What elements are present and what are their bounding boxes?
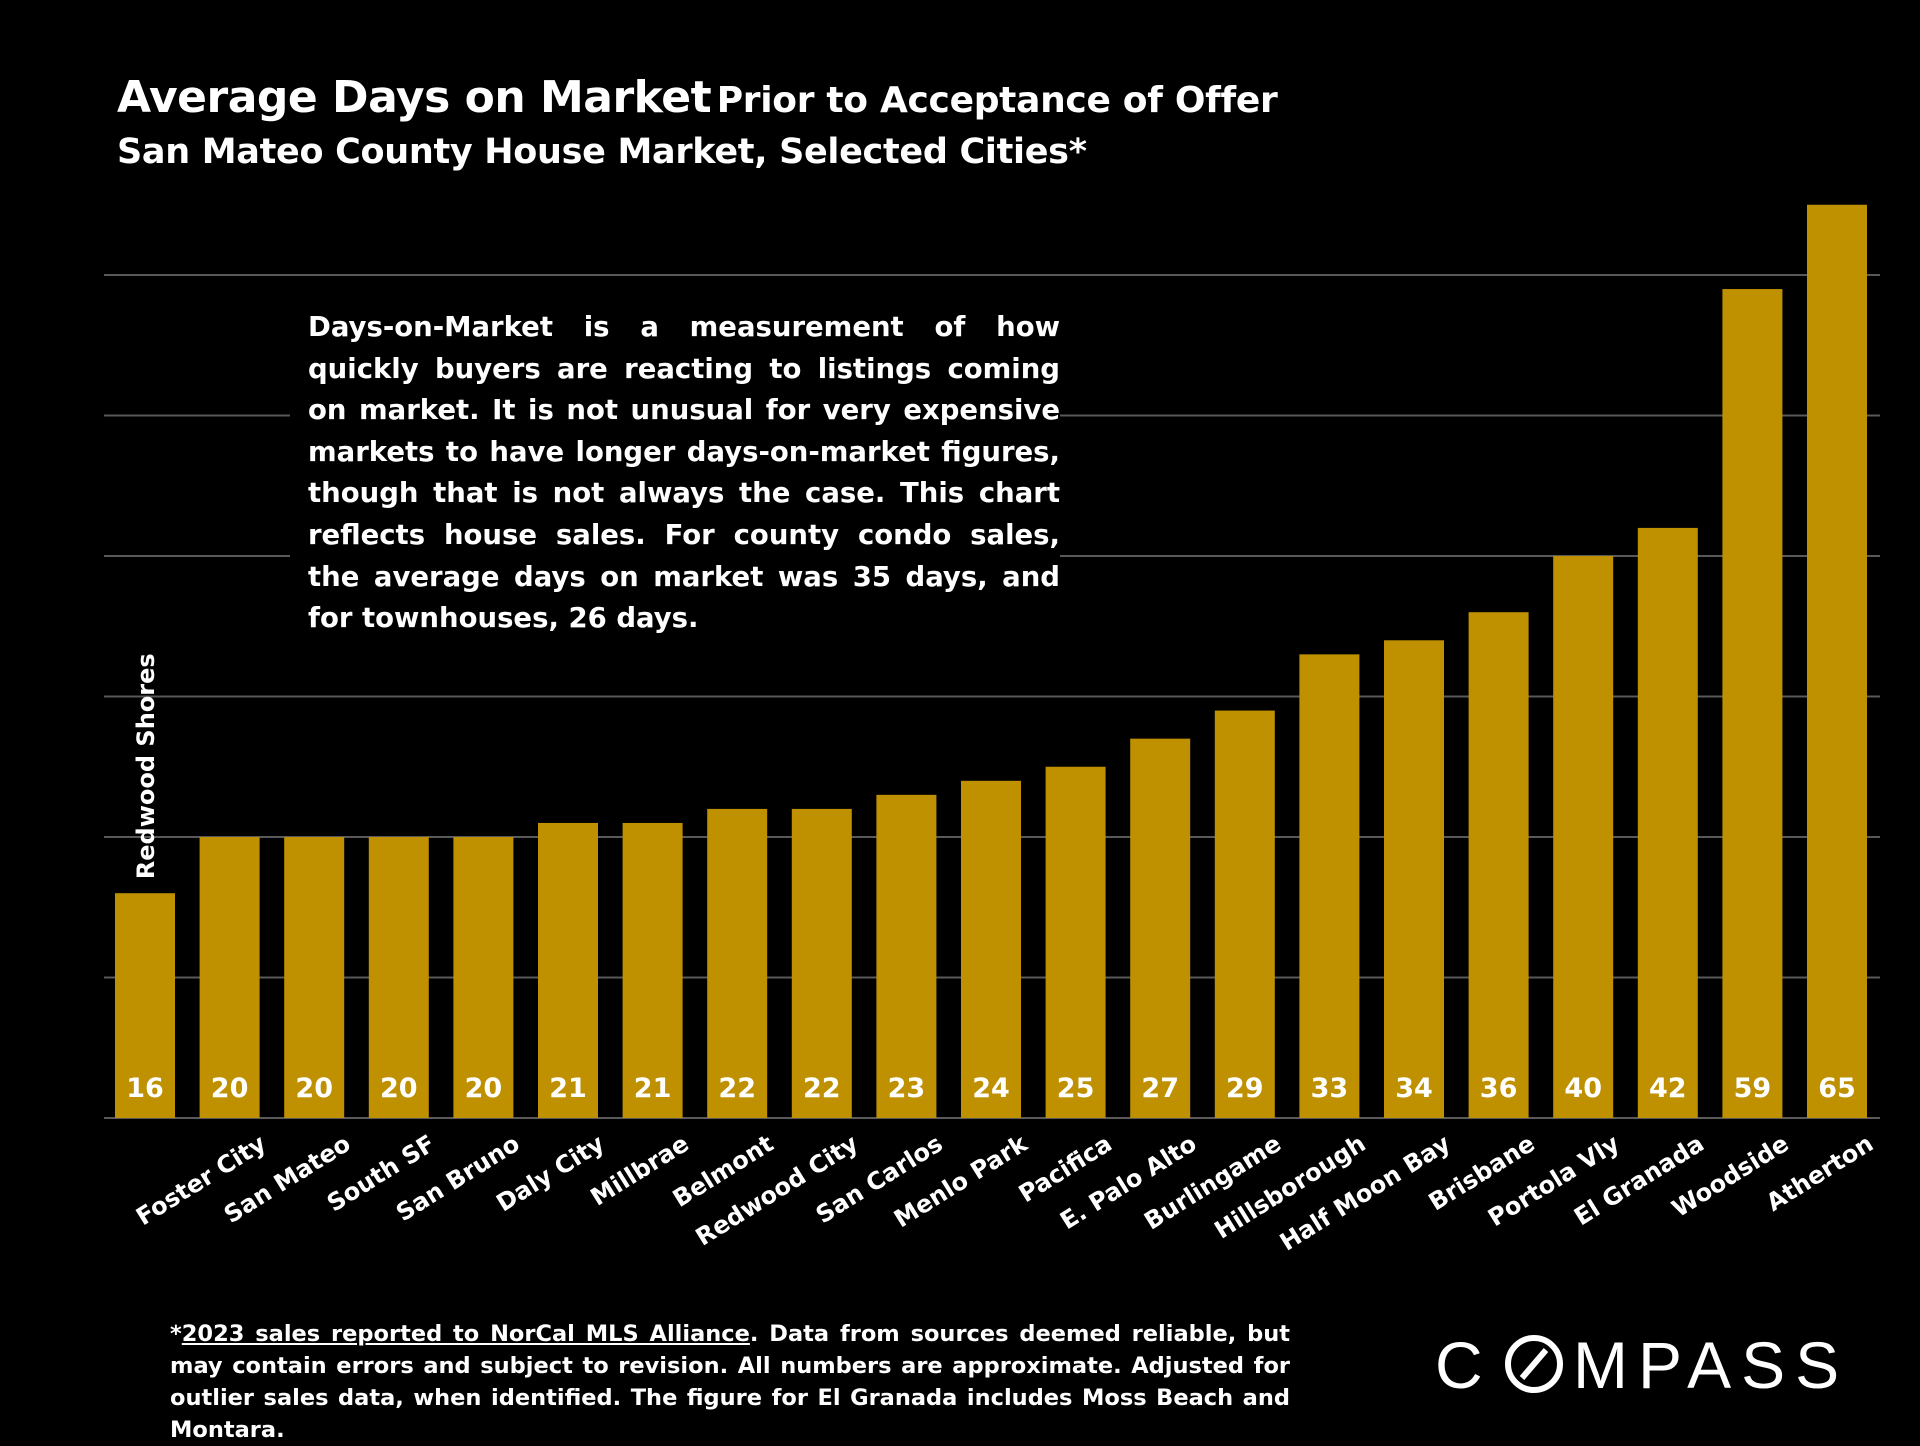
footnote-source-link[interactable]: 2023 sales reported to NorCal MLS Allian… bbox=[181, 1321, 750, 1347]
data-label: 21 bbox=[634, 1073, 672, 1104]
compass-o-icon bbox=[1505, 1335, 1563, 1393]
bar-hillsborough bbox=[1299, 654, 1360, 1118]
bar-south-sf bbox=[368, 837, 429, 1118]
bar-atherton bbox=[1807, 204, 1867, 1118]
data-label: 27 bbox=[1141, 1073, 1179, 1104]
bar-san-mateo bbox=[284, 837, 345, 1118]
bar-millbrae bbox=[622, 822, 683, 1118]
bar-brisbane bbox=[1468, 612, 1529, 1118]
data-label: 23 bbox=[888, 1073, 926, 1104]
bar-menlo-park bbox=[961, 780, 1021, 1118]
explanatory-note: Days-on-Market is a measurement of how q… bbox=[290, 307, 1060, 640]
data-label: 42 bbox=[1649, 1073, 1687, 1104]
data-label: 16 bbox=[126, 1073, 164, 1104]
data-label: 29 bbox=[1226, 1073, 1264, 1104]
chart-title-rest: Prior to Acceptance of Offer bbox=[716, 80, 1278, 121]
bar-e-palo-alto bbox=[1130, 738, 1191, 1118]
data-label: 33 bbox=[1311, 1073, 1349, 1104]
data-label: 34 bbox=[1395, 1073, 1433, 1104]
bar-pacifica bbox=[1045, 766, 1106, 1118]
bar-woodside bbox=[1722, 289, 1783, 1118]
bar-chart: 16 20 20 20 20 21 21 22 22 23 24 25 27 29 33 34 36 40 42 59… bbox=[104, 204, 1880, 1256]
data-label: 20 bbox=[211, 1073, 249, 1104]
chart-subtitle: San Mateo County House Market, Selected … bbox=[117, 132, 1087, 172]
data-label: 65 bbox=[1818, 1073, 1856, 1104]
chart-title-main: Average Days on Market bbox=[117, 72, 712, 123]
compass-logo: C MPASS bbox=[1435, 1328, 1847, 1398]
bars bbox=[115, 204, 1867, 1118]
data-label: 40 bbox=[1564, 1073, 1602, 1104]
footnote: *2023 sales reported to NorCal MLS Allia… bbox=[170, 1318, 1290, 1446]
bar-redwood-city bbox=[791, 808, 852, 1118]
data-label: 24 bbox=[972, 1073, 1010, 1104]
bar-san-carlos bbox=[876, 794, 937, 1118]
data-label: 59 bbox=[1734, 1073, 1772, 1104]
bar-foster-city bbox=[199, 837, 260, 1118]
bar-daly-city bbox=[538, 822, 598, 1118]
bar-label-vertical: Redwood Shores bbox=[132, 653, 160, 879]
logo-text-c: C bbox=[1435, 1328, 1493, 1398]
data-label: 25 bbox=[1057, 1073, 1095, 1104]
bar-half-moon-bay bbox=[1384, 640, 1444, 1118]
data-label: 36 bbox=[1480, 1073, 1518, 1104]
value-labels: 16 20 20 20 20 21 21 22 22 23 24 25 27 29 33 34 36 40 42 59… bbox=[126, 1073, 1856, 1104]
bar-belmont bbox=[707, 808, 768, 1118]
logo-text-mpass: MPASS bbox=[1573, 1328, 1847, 1398]
data-label: 20 bbox=[380, 1073, 418, 1104]
chart-title: Average Days on Market Prior to Acceptan… bbox=[117, 72, 1278, 123]
data-label: 21 bbox=[549, 1073, 587, 1104]
bar-burlingame bbox=[1214, 710, 1275, 1118]
bar-redwood-shores bbox=[115, 893, 175, 1118]
footnote-asterisk: * bbox=[170, 1321, 182, 1347]
bar-portola-vly bbox=[1553, 556, 1614, 1118]
data-label: 22 bbox=[803, 1073, 841, 1104]
bar-san-bruno bbox=[453, 837, 514, 1118]
bar-el-granada bbox=[1637, 527, 1698, 1118]
data-label: 22 bbox=[718, 1073, 756, 1104]
data-label: 20 bbox=[465, 1073, 503, 1104]
footnote-text: . Data from sources deemed reliable, but… bbox=[170, 1321, 1290, 1443]
data-label: 20 bbox=[295, 1073, 333, 1104]
